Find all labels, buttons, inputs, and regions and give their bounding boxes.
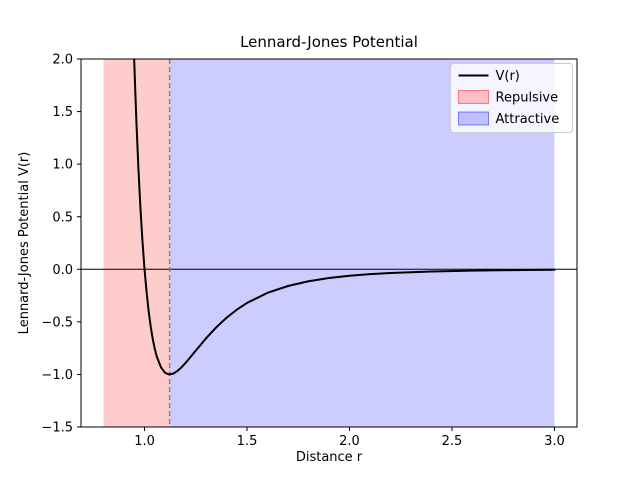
legend-item-label: Attractive — [496, 112, 560, 127]
chart-title: Lennard-Jones Potential — [240, 33, 418, 51]
y-tick-label: 0.0 — [52, 263, 73, 278]
legend-item-label: Repulsive — [496, 91, 559, 106]
potential-curve — [133, 59, 556, 376]
legend-item-label: V(r) — [496, 69, 520, 84]
y-tick-label: −0.5 — [41, 315, 73, 330]
y-axis: −1.5 −1.0 −0.5 0.0 0.5 1.0 1.5 2.0 — [41, 53, 81, 436]
y-tick-label: −1.0 — [41, 368, 73, 383]
x-tick-label: 3.0 — [544, 434, 565, 449]
y-tick-label: 1.5 — [52, 105, 73, 120]
y-tick-label: 2.0 — [52, 53, 73, 68]
x-tick-label: 2.5 — [442, 434, 463, 449]
legend-patch-swatch — [458, 111, 489, 126]
reference-lines — [81, 59, 577, 427]
legend-patch-swatch — [458, 90, 489, 104]
x-tick-label: 1.5 — [237, 434, 258, 449]
legend: V(r) Repulsive Attractive — [450, 63, 573, 133]
x-axis-label: Distance r — [296, 450, 363, 465]
x-axis: 1.0 1.5 2.0 2.5 3.0 — [134, 427, 565, 449]
y-axis-label: Lennard-Jones Potential V(r) — [17, 152, 32, 335]
x-tick-label: 2.0 — [339, 434, 360, 449]
y-tick-label: 1.0 — [52, 158, 73, 173]
plot-border — [80, 58, 578, 428]
y-tick-label: 0.5 — [52, 210, 73, 225]
legend-box — [450, 63, 573, 133]
x-tick-label: 1.0 — [134, 434, 155, 449]
y-tick-label: −1.5 — [41, 421, 73, 436]
